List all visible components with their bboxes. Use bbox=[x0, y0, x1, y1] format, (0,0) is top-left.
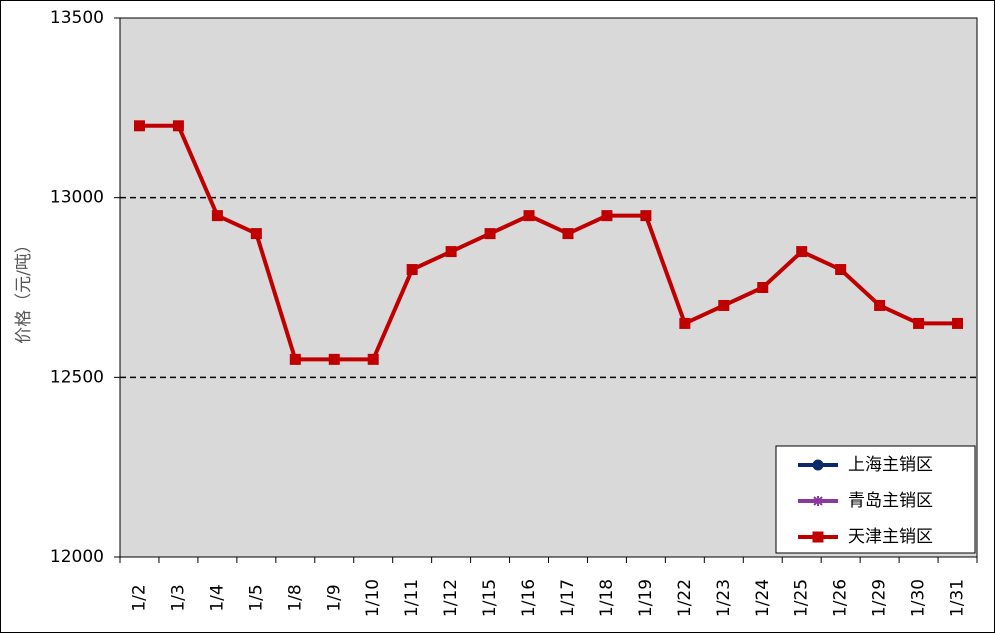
data-point bbox=[718, 299, 730, 311]
data-point bbox=[874, 299, 886, 311]
x-tick-label: 1/25 bbox=[792, 579, 812, 617]
x-tick-label: 1/4 bbox=[207, 584, 227, 611]
data-point bbox=[289, 353, 301, 365]
y-tick-label: 12000 bbox=[50, 547, 104, 567]
y-tick-label: 12500 bbox=[50, 367, 104, 387]
x-tick-label: 1/26 bbox=[831, 579, 851, 617]
x-tick-label: 1/17 bbox=[558, 579, 578, 617]
legend-marker bbox=[812, 459, 824, 471]
data-point bbox=[211, 210, 223, 222]
data-point bbox=[796, 246, 808, 258]
x-tick-label: 1/3 bbox=[168, 584, 188, 611]
x-tick-label: 1/19 bbox=[636, 579, 656, 617]
data-point bbox=[367, 353, 379, 365]
y-axis-label: 价格（元/吨） bbox=[14, 236, 34, 344]
x-tick-label: 1/23 bbox=[714, 579, 734, 617]
legend-marker bbox=[813, 496, 823, 506]
x-tick-label: 1/18 bbox=[597, 579, 617, 617]
x-tick-label: 1/22 bbox=[675, 579, 695, 617]
x-tick-label: 1/8 bbox=[285, 584, 305, 611]
data-point bbox=[835, 264, 847, 276]
x-tick-label: 1/15 bbox=[480, 579, 500, 617]
x-tick-label: 1/9 bbox=[324, 584, 344, 611]
data-point bbox=[250, 228, 262, 240]
data-point bbox=[172, 120, 184, 132]
data-point bbox=[445, 246, 457, 258]
data-point bbox=[757, 282, 769, 293]
data-point bbox=[640, 210, 652, 222]
x-tick-label: 1/11 bbox=[402, 579, 422, 617]
x-tick-label: 1/31 bbox=[948, 579, 968, 617]
x-tick-label: 1/29 bbox=[870, 579, 890, 617]
x-tick-label: 1/10 bbox=[363, 579, 383, 617]
legend-label: 天津主销区 bbox=[848, 527, 933, 547]
data-point bbox=[484, 228, 496, 240]
data-point bbox=[913, 317, 925, 329]
x-tick-label: 1/2 bbox=[129, 584, 149, 611]
data-point bbox=[406, 264, 418, 276]
x-tick-label: 1/24 bbox=[753, 579, 773, 617]
x-tick-label: 1/30 bbox=[909, 579, 929, 617]
data-point bbox=[679, 317, 691, 329]
series-line bbox=[139, 123, 958, 362]
data-point bbox=[328, 353, 340, 365]
x-tick-label: 1/16 bbox=[519, 579, 539, 617]
data-point bbox=[562, 228, 574, 240]
y-tick-label: 13000 bbox=[50, 188, 104, 208]
data-point bbox=[133, 120, 145, 132]
x-tick-label: 1/12 bbox=[441, 579, 461, 617]
y-tick-label: 13500 bbox=[50, 8, 104, 28]
legend-marker bbox=[812, 531, 824, 543]
data-point bbox=[601, 210, 613, 222]
data-point bbox=[952, 317, 964, 329]
x-tick-label: 1/5 bbox=[246, 584, 266, 611]
legend-label: 青岛主销区 bbox=[848, 491, 933, 511]
legend-label: 上海主销区 bbox=[848, 455, 933, 475]
data-point bbox=[523, 210, 535, 222]
